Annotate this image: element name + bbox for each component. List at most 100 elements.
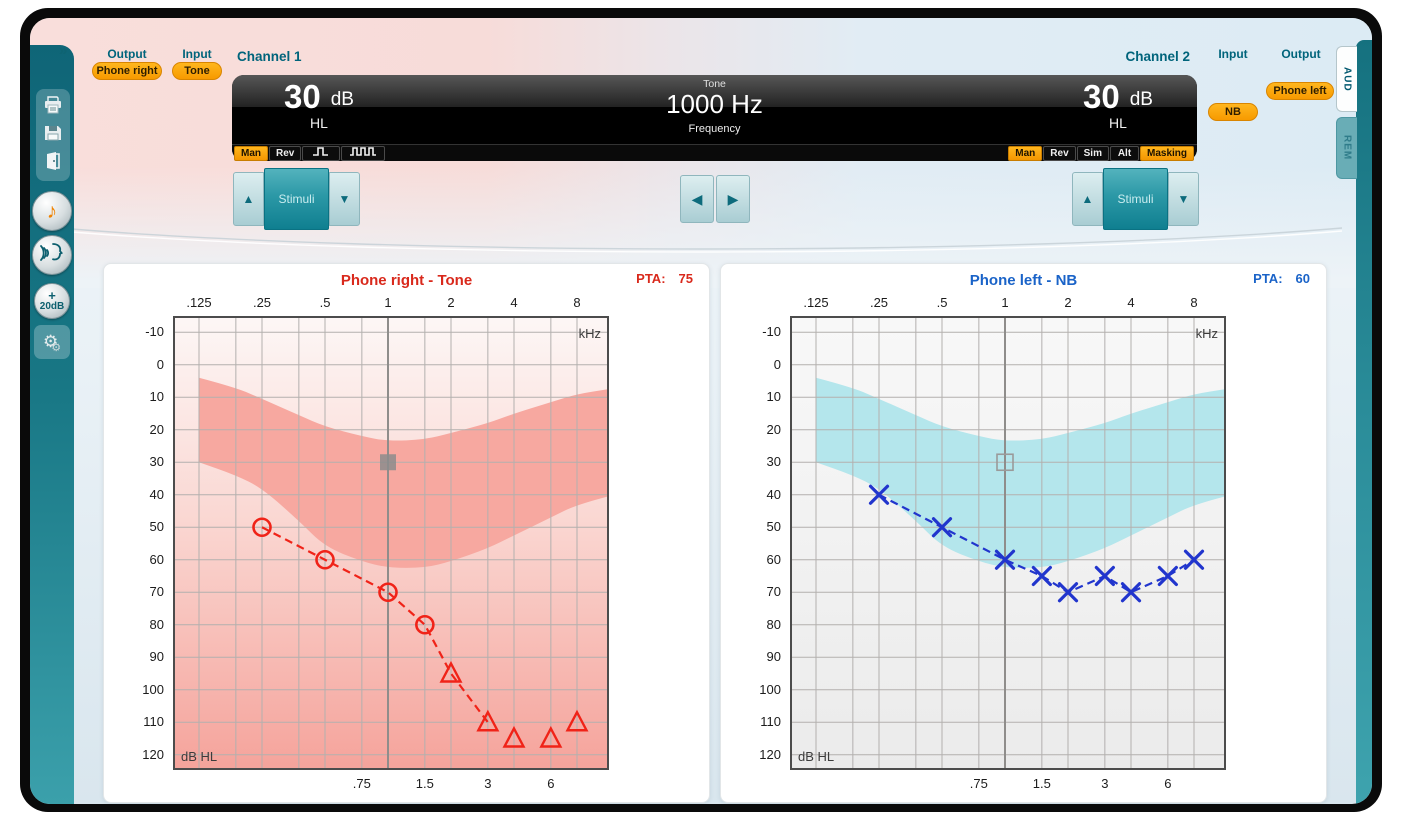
channel1-input-label: Input: [182, 47, 212, 61]
channel2-mode-rev[interactable]: Rev: [1043, 145, 1076, 161]
pta-readout: PTA: 75: [636, 271, 693, 286]
channel1-output-selector[interactable]: Phone right: [92, 62, 162, 80]
up-arrow-icon: ▲: [242, 192, 255, 206]
channel1-mode-rev[interactable]: Rev: [269, 145, 302, 161]
channel2-input-selector[interactable]: NB: [1208, 103, 1258, 121]
settings-button[interactable]: ⚙ ⚙: [34, 325, 70, 359]
level-tick-label: 10: [766, 389, 781, 405]
channel1-mode-pulse-multi-icon[interactable]: [341, 145, 386, 161]
level-tick-label: 100: [759, 681, 781, 697]
tab-aud[interactable]: AUD: [1336, 46, 1357, 112]
channel2-level-down-button[interactable]: ▼: [1168, 172, 1199, 226]
talk-forward-button[interactable]: [32, 235, 72, 275]
right-rail: [1356, 40, 1372, 804]
pta-value: 75: [678, 271, 693, 286]
level-tick-label: -10: [145, 324, 164, 340]
plot-border: [173, 316, 609, 770]
level-tick-label: 60: [766, 551, 781, 567]
pta-label: PTA:: [636, 271, 666, 286]
header-separator-arc: [60, 227, 1342, 253]
channel1-level-scale: HL: [310, 115, 328, 131]
exit-button[interactable]: [39, 151, 67, 175]
channel2-level-display: 30 dB HL: [1053, 80, 1183, 132]
channel1-mode-man[interactable]: Man: [234, 145, 268, 161]
audiogram-card-left-ear: Phone left - NB PTA: 60.125.25.5 1 2 4 8.75 1.5…: [720, 263, 1327, 803]
gain-20db-label: 20dB: [39, 300, 65, 312]
channel1-level-up-button[interactable]: ▲: [233, 172, 264, 226]
plot-area: kHz dB HL: [790, 316, 1226, 770]
channel1-output-label: Output: [107, 47, 147, 61]
frequency-up-button[interactable]: ▶: [716, 175, 750, 223]
freq-tick-label: 4: [510, 295, 518, 310]
channel1-mode-pulse-single-icon[interactable]: [302, 145, 341, 161]
khz-unit-label: kHz: [579, 326, 601, 341]
level-tick-label: 70: [149, 584, 164, 600]
point-x: [868, 484, 890, 505]
freq-tick-label: 6: [547, 776, 555, 791]
level-tick-label: 40: [149, 486, 164, 502]
channel2-mode-sim[interactable]: Sim: [1076, 145, 1109, 161]
channel2-mode-buttons: Man Rev Sim Alt Masking: [1008, 145, 1194, 161]
channel2-output-selector[interactable]: Phone left: [1266, 82, 1334, 100]
channel2-mode-man[interactable]: Man: [1008, 145, 1043, 161]
level-tick-label: 100: [142, 681, 164, 697]
level-tick-label: 90: [766, 649, 781, 665]
application-surface: ♪ +20dB ⚙ ⚙ » AUD REM Output Phone right Inp…: [30, 18, 1372, 804]
gear-icon: ⚙: [42, 332, 59, 351]
freq-tick-label: 6: [1164, 776, 1172, 791]
channel1-stimuli-button[interactable]: Stimuli: [264, 168, 329, 230]
gain-20db-button[interactable]: +20dB: [34, 283, 70, 319]
channel2-level-unit: dB: [1129, 89, 1153, 110]
level-tick-label: 110: [143, 714, 164, 730]
level-tick-label: 70: [766, 584, 781, 600]
channel2-mode-alt[interactable]: Alt: [1109, 145, 1139, 161]
level-tick-label: 20: [149, 421, 164, 437]
tone-button[interactable]: ♪: [32, 191, 72, 231]
sidebar-expand-button[interactable]: »: [59, 42, 67, 59]
freq-tick-label: .25: [869, 295, 889, 310]
freq-tick-label: 2: [1064, 295, 1072, 310]
right-ear-audiogram[interactable]: kHz dB HL: [173, 316, 609, 770]
left-ear-audiogram[interactable]: kHz dB HL: [790, 316, 1226, 770]
level-tick-label: 80: [149, 616, 164, 632]
point-circle: [315, 549, 335, 570]
point-circle: [415, 614, 435, 635]
stimulus-cursor-open-square: [996, 453, 1014, 472]
channel2-stimuli-button[interactable]: Stimuli: [1103, 168, 1168, 230]
point-x: [931, 517, 953, 538]
down-arrow-icon: ▼: [1177, 192, 1190, 206]
channel1-level-display: 30 dB HL: [254, 78, 384, 132]
application-window: ♪ +20dB ⚙ ⚙ » AUD REM Output Phone right Inp…: [20, 8, 1382, 812]
chart-title: Phone left - NB: [969, 272, 1078, 289]
channel2-level-scale: HL: [1109, 115, 1127, 131]
frequency-value: 1000 Hz: [666, 89, 763, 119]
level-tick-label: 120: [759, 746, 781, 762]
signal-type: Tone: [703, 78, 726, 90]
freq-tick-label: .75: [352, 776, 371, 791]
khz-unit-label: kHz: [1196, 326, 1218, 341]
frequency-down-button[interactable]: ◀: [680, 175, 714, 223]
point-triangle-no-response: [539, 725, 563, 748]
tab-rem[interactable]: REM: [1336, 117, 1357, 179]
point-triangle-no-response: [502, 725, 526, 748]
point-x: [994, 549, 1016, 570]
point-triangle-no-response: [439, 660, 463, 683]
point-circle: [252, 517, 272, 538]
frequency-nav: ◀ ▶: [680, 175, 750, 223]
chart-title: Phone right - Tone: [340, 272, 473, 289]
level-tick-label: -10: [762, 324, 781, 340]
point-circle: [378, 582, 398, 603]
save-button[interactable]: [39, 123, 67, 147]
music-note-icon: ♪: [46, 199, 58, 223]
channel2-input-label: Input: [1218, 47, 1248, 61]
plot-area: kHz dB HL: [173, 316, 609, 770]
point-x: [1183, 549, 1205, 570]
channel1-level-down-button[interactable]: ▼: [329, 172, 360, 226]
grid-lines: [173, 316, 609, 770]
save-icon: [43, 124, 63, 147]
channel1-input-selector[interactable]: Tone: [172, 62, 222, 80]
channel2-level-up-button[interactable]: ▲: [1072, 172, 1103, 226]
channel2-mode-masking[interactable]: Masking: [1139, 145, 1194, 161]
print-button[interactable]: [39, 95, 67, 119]
channel1-level-value: 30: [284, 78, 321, 115]
